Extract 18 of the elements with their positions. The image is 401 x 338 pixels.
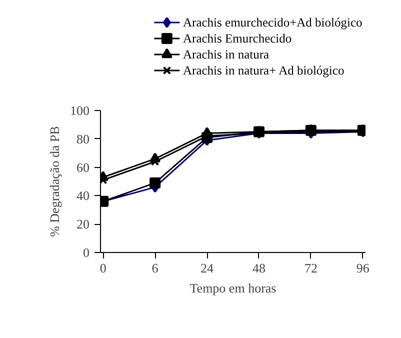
- legend-label: Arachis Emurchecido: [183, 32, 292, 46]
- x-axis-title: Tempo em horas: [190, 280, 276, 296]
- legend-label: Arachis in natura: [183, 48, 270, 62]
- x-tick-label: 48: [252, 260, 266, 276]
- y-axis-title: % Degradação da PB: [47, 126, 62, 237]
- y-tick-label: 60: [76, 160, 90, 175]
- x-tick-label: 24: [200, 260, 214, 276]
- x-tick-label: 6: [152, 260, 159, 276]
- y-tick-label: 40: [76, 188, 90, 204]
- legend-label: Arachis emurchecido+Ad biológico: [183, 16, 362, 30]
- legend-label: Arachis in natura+ Ad biológico: [183, 64, 344, 78]
- y-tick-label: 0: [83, 245, 90, 260]
- y-tick-label: 100: [70, 103, 90, 118]
- x-tick-label: 72: [304, 260, 318, 276]
- y-tick-label: 80: [76, 131, 90, 146]
- x-tick-label: 96: [356, 260, 370, 276]
- x-tick-label: 0: [100, 260, 106, 276]
- y-tick-label: 20: [76, 216, 90, 232]
